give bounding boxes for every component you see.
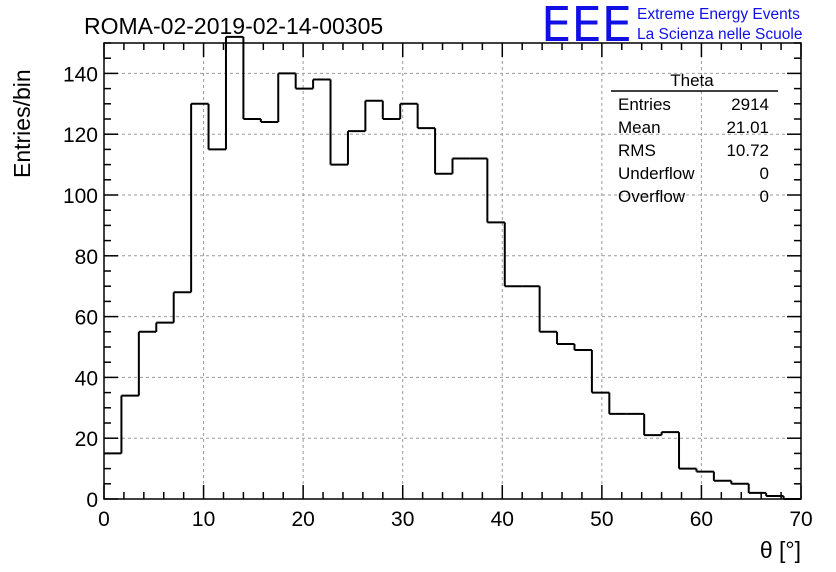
stats-box-name: Theta [670, 71, 714, 90]
histogram-bars [104, 35, 801, 500]
x-axis-label: θ [°] [760, 537, 801, 563]
x-tick-label: 20 [291, 508, 314, 531]
stats-rows: Entries 2914 Mean 21.01 RMS 10.72 Underflow 0 Ov… [618, 95, 769, 206]
y-tick-label: 100 [63, 185, 98, 208]
chart-title: ROMA-02-2019-02-14-00305 [84, 13, 383, 39]
stats-row-value: 21.01 [726, 118, 769, 137]
y-axis-label: Entries/bin [9, 69, 35, 178]
y-tick-label: 80 [75, 246, 98, 269]
x-tick-label: 40 [491, 508, 514, 531]
y-tick-label: 120 [63, 124, 98, 147]
y-tick-label: 140 [63, 63, 98, 86]
stats-row-label: Overflow [618, 187, 686, 206]
stats-box: Theta Entries 2914 Mean 21.01 RMS 10.72 Underf… [611, 71, 778, 206]
eee-logo: EEE Extreme Energy Events La Scienza nel… [541, 0, 802, 53]
stats-row-label: RMS [618, 141, 656, 160]
stats-row-value: 0 [760, 164, 769, 183]
y-tick-label: 0 [86, 489, 98, 512]
y-tick-label: 20 [75, 428, 98, 451]
grid-lines [104, 43, 801, 499]
x-tick-label: 30 [391, 508, 414, 531]
stats-row-value: 0 [760, 187, 769, 206]
stats-row-label: Underflow [618, 164, 695, 183]
x-tick-label: 60 [690, 508, 713, 531]
stats-row-value: 10.72 [726, 141, 769, 160]
tick-labels: 0 10 20 30 40 50 60 70 0 20 40 60 80 100 120 140 [63, 63, 813, 531]
eee-logo-line2: La Scienza nelle Scuole [637, 26, 802, 43]
y-tick-label: 40 [75, 367, 98, 390]
stats-row-label: Mean [618, 118, 661, 137]
x-tick-label: 70 [789, 508, 812, 531]
stats-row-label: Entries [618, 95, 671, 114]
y-tick-label: 60 [75, 307, 98, 330]
x-tick-label: 50 [590, 508, 613, 531]
x-tick-label: 0 [98, 508, 110, 531]
eee-logo-line1: Extreme Energy Events [637, 6, 800, 23]
eee-logo-mark: EEE [541, 0, 632, 53]
stats-row-value: 2914 [731, 95, 769, 114]
x-tick-label: 10 [192, 508, 215, 531]
axis-ticks [103, 42, 802, 500]
